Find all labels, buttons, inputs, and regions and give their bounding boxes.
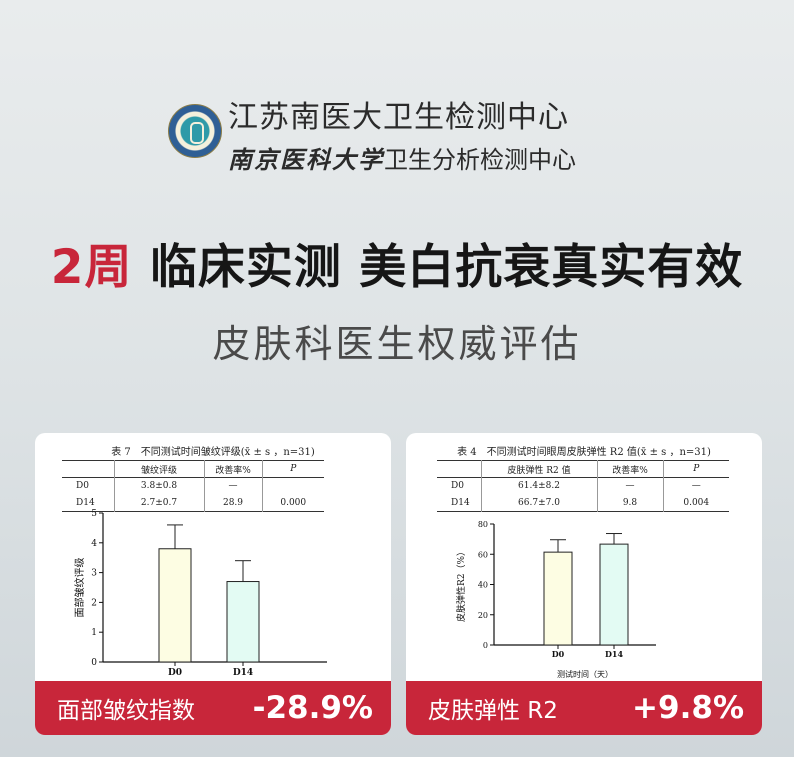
table-header-cell <box>62 460 115 478</box>
headline-highlight: 2周 <box>50 240 133 295</box>
table-cell: 61.4±8.2 <box>481 477 598 495</box>
table-row: D0 3.8±0.8 — <box>62 477 324 495</box>
y-axis-label: 皮肤弹性R2（%） <box>455 547 467 622</box>
y-tick-label: 5 <box>91 509 97 519</box>
table-header-cell: 皱纹评级 <box>114 460 205 478</box>
table-title: 表 4 不同测试时间眼周皮肤弹性 R2 值(x̄ ± s ，n=31) <box>457 447 711 458</box>
x-tick-label: D0 <box>552 649 565 659</box>
y-tick-label: 4 <box>91 539 97 549</box>
table-header-cell: P <box>693 464 700 474</box>
metric-change: +9.8% <box>632 690 744 726</box>
table-cell: — <box>597 477 664 495</box>
bar-d0 <box>158 548 192 663</box>
x-tick-label: D14 <box>605 649 624 659</box>
elasticity-bar-chart: 0 20 40 60 80 皮肤弹性R2（%） D0 D14 测试时间（天） <box>455 520 656 679</box>
table-cell: 28.9 <box>204 494 263 512</box>
table-cell: D14 <box>62 494 115 512</box>
table-cell: D0 <box>62 477 115 495</box>
stats-table: 皱纹评级 改善率% P D0 3.8±0.8 — D14 2.7±0.7 28.… <box>62 460 324 512</box>
header: 江苏南医大卫生检测中心 南京医科大学卫生分析检测中心 <box>0 88 794 178</box>
org-name-secondary: 南京医科大学卫生分析检测中心 <box>228 140 576 175</box>
y-tick-label: 0 <box>91 658 97 668</box>
y-tick-label: 40 <box>478 581 488 590</box>
table-cell: 0.004 <box>683 497 710 508</box>
table-cell: 3.8±0.8 <box>114 477 205 495</box>
table-header-cell: P <box>290 464 297 474</box>
table-cell: — <box>204 477 263 495</box>
table-header-cell: 皮肤弹性 R2 值 <box>481 460 598 478</box>
table-title: 表 7 不同测试时间皱纹评级(x̄ ± s ，n=31) <box>111 447 315 458</box>
metric-change: -28.9% <box>252 690 373 726</box>
x-tick-label: D0 <box>168 668 182 678</box>
y-tick-label: 20 <box>478 611 488 620</box>
y-tick-label: 2 <box>91 598 97 608</box>
stats-table: 皮肤弹性 R2 值 改善率% P D0 61.4±8.2 — — D14 66.… <box>437 460 729 512</box>
y-tick-label: 80 <box>478 520 488 529</box>
table-cell: 66.7±7.0 <box>481 494 598 512</box>
university-seal-icon <box>168 104 222 158</box>
y-tick-label: 1 <box>91 628 97 638</box>
wrinkle-card: 表 7 不同测试时间皱纹评级(x̄ ± s ，n=31) 皱纹评级 改善率% P… <box>35 433 391 735</box>
org-name-suffix: 卫生分析检测中心 <box>384 146 576 174</box>
result-banner: 面部皱纹指数 -28.9% <box>35 681 391 735</box>
x-axis-label: 测试时间（天） <box>557 669 613 679</box>
table-row: D14 2.7±0.7 28.9 0.000 <box>62 494 324 512</box>
headline: 2周 临床实测 美白抗衰真实有效 <box>0 228 794 297</box>
table-header-cell: 改善率% <box>597 460 664 478</box>
org-name-primary: 江苏南医大卫生检测中心 <box>228 100 569 135</box>
bar-d0 <box>543 551 573 646</box>
bar-d14 <box>226 581 260 663</box>
y-axis-label: 面部皱纹评级 <box>73 558 86 618</box>
table-cell: 2.7±0.7 <box>114 494 205 512</box>
subtitle: 皮肤科医生权威评估 <box>212 322 582 366</box>
table-row: D0 61.4±8.2 — — <box>437 477 729 495</box>
wrinkle-bar-chart: 0 1 2 3 4 5 面部皱纹评级 D0 D14 <box>73 509 327 678</box>
headline-text: 临床实测 美白抗衰真实有效 <box>132 240 744 295</box>
table-cell: — <box>691 481 701 492</box>
org-name-calligraphy: 南京医科大学 <box>228 145 384 174</box>
table-header-cell <box>437 460 482 478</box>
elasticity-card: 表 4 不同测试时间眼周皮肤弹性 R2 值(x̄ ± s ，n=31) 皮肤弹性… <box>406 433 762 735</box>
y-tick-label: 60 <box>478 550 488 559</box>
table-cell: D0 <box>437 477 482 495</box>
table-header-cell: 改善率% <box>204 460 263 478</box>
y-tick-label: 3 <box>91 569 97 579</box>
bar-d14 <box>599 543 629 646</box>
table-row: D14 66.7±7.0 9.8 0.004 <box>437 494 729 512</box>
table-cell: D14 <box>437 494 482 512</box>
metric-label: 面部皱纹指数 <box>57 698 195 724</box>
x-tick-label: D14 <box>233 668 253 678</box>
table-cell: 9.8 <box>597 494 664 512</box>
y-tick-label: 0 <box>483 641 488 650</box>
result-banner: 皮肤弹性 R2 +9.8% <box>406 681 762 735</box>
metric-label: 皮肤弹性 R2 <box>428 698 558 724</box>
table-cell: 0.000 <box>280 497 307 508</box>
